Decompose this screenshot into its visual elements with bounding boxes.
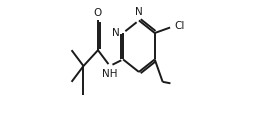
- Text: NH: NH: [102, 69, 118, 79]
- Text: Cl: Cl: [174, 21, 184, 31]
- Text: N: N: [112, 28, 120, 38]
- Text: N: N: [135, 7, 143, 17]
- Text: O: O: [94, 8, 102, 18]
